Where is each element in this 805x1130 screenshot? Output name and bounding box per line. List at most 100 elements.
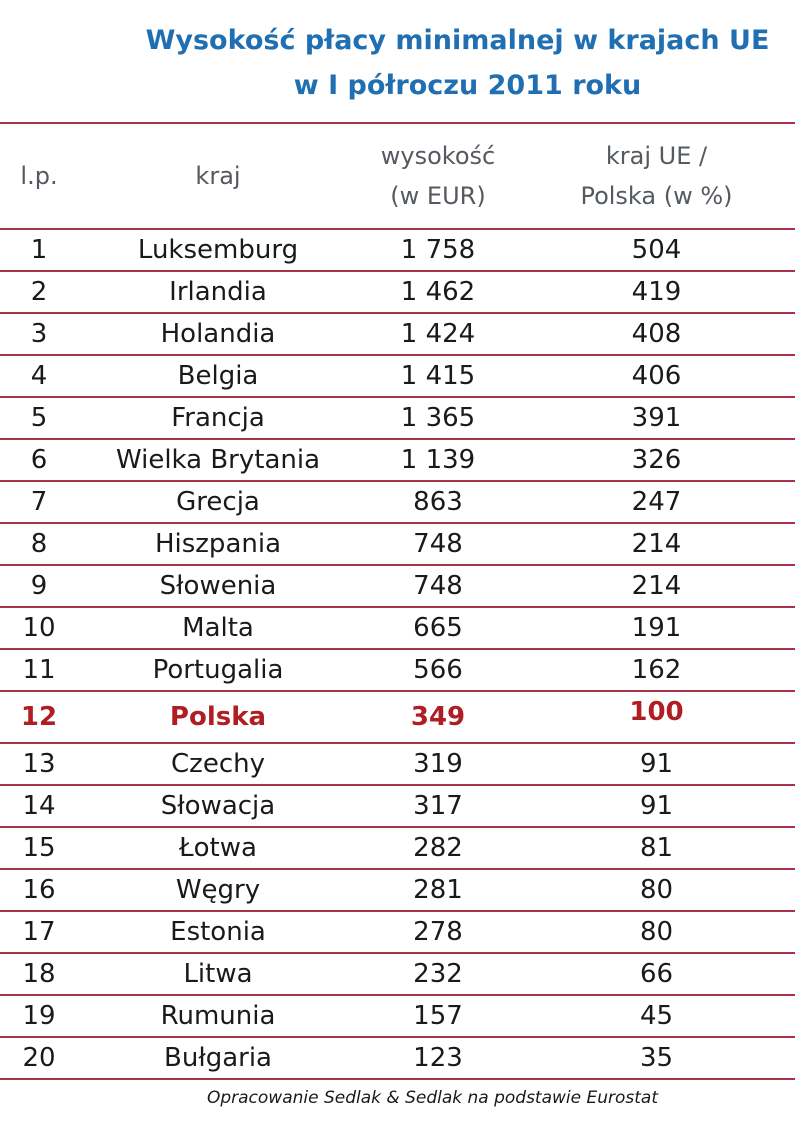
header-amount-line-2: (w EUR) <box>390 182 486 210</box>
cell-lp: 6 <box>0 438 78 481</box>
cell-lp: 9 <box>0 564 78 607</box>
header-country: kraj <box>78 122 358 229</box>
table-row: 6 Wielka Brytania 1 139 326 <box>0 438 795 481</box>
table-row: 11 Portugalia 566 162 <box>0 648 795 691</box>
cell-ratio: 35 <box>518 1036 795 1080</box>
cell-amount: 319 <box>358 742 518 785</box>
cell-amount: 278 <box>358 910 518 953</box>
table-row: 12 Polska 349 100 <box>0 690 795 743</box>
table-row: 16 Węgry 281 80 <box>0 868 795 911</box>
cell-amount: 317 <box>358 784 518 827</box>
cell-country: Wielka Brytania <box>78 438 358 481</box>
cell-lp: 8 <box>0 522 78 565</box>
cell-ratio: 391 <box>518 396 795 439</box>
cell-country: Czechy <box>78 742 358 785</box>
header-ratio-line-2: Polska (w %) <box>580 182 733 210</box>
title-line-1: Wysokość płacy minimalnej w krajach UE <box>145 25 770 56</box>
cell-country: Rumunia <box>78 994 358 1037</box>
cell-lp: 2 <box>0 270 78 313</box>
cell-amount: 1 462 <box>358 270 518 313</box>
cell-amount: 1 139 <box>358 438 518 481</box>
cell-ratio: 91 <box>518 742 795 785</box>
cell-lp: 1 <box>0 228 78 271</box>
table-row: 18 Litwa 232 66 <box>0 952 795 995</box>
cell-amount: 123 <box>358 1036 518 1080</box>
cell-country: Węgry <box>78 868 358 911</box>
cell-ratio: 419 <box>518 270 795 313</box>
cell-lp: 18 <box>0 952 78 995</box>
table-row: 7 Grecja 863 247 <box>0 480 795 523</box>
cell-country: Polska <box>78 690 358 743</box>
cell-ratio: 162 <box>518 648 795 691</box>
table-row: 17 Estonia 278 80 <box>0 910 795 953</box>
cell-country: Litwa <box>78 952 358 995</box>
header-ratio: kraj UE / Polska (w %) <box>518 122 795 229</box>
table-row: 3 Holandia 1 424 408 <box>0 312 795 355</box>
table-row: 19 Rumunia 157 45 <box>0 994 795 1037</box>
cell-ratio: 80 <box>518 910 795 953</box>
cell-lp: 4 <box>0 354 78 397</box>
cell-ratio: 504 <box>518 228 795 271</box>
cell-country: Francja <box>78 396 358 439</box>
cell-ratio: 408 <box>518 312 795 355</box>
cell-country: Belgia <box>78 354 358 397</box>
table-row: 15 Łotwa 282 81 <box>0 826 795 869</box>
cell-lp: 17 <box>0 910 78 953</box>
cell-lp: 19 <box>0 994 78 1037</box>
cell-ratio: 91 <box>518 784 795 827</box>
cell-ratio: 81 <box>518 826 795 869</box>
cell-country: Hiszpania <box>78 522 358 565</box>
cell-ratio: 406 <box>518 354 795 397</box>
cell-country: Grecja <box>78 480 358 523</box>
cell-lp: 15 <box>0 826 78 869</box>
table-row: 5 Francja 1 365 391 <box>0 396 795 439</box>
minimum-wage-table: l.p. kraj wysokość (w EUR) kraj UE / Pol… <box>0 122 795 1080</box>
cell-ratio: 100 <box>518 690 795 743</box>
cell-lp: 10 <box>0 606 78 649</box>
cell-amount: 157 <box>358 994 518 1037</box>
cell-country: Łotwa <box>78 826 358 869</box>
cell-ratio: 326 <box>518 438 795 481</box>
cell-lp: 3 <box>0 312 78 355</box>
cell-ratio: 191 <box>518 606 795 649</box>
cell-amount: 1 758 <box>358 228 518 271</box>
cell-country: Irlandia <box>78 270 358 313</box>
cell-amount: 1 415 <box>358 354 518 397</box>
cell-ratio: 214 <box>518 564 795 607</box>
cell-ratio: 45 <box>518 994 795 1037</box>
cell-amount: 1 365 <box>358 396 518 439</box>
cell-country: Słowenia <box>78 564 358 607</box>
table-row: 8 Hiszpania 748 214 <box>0 522 795 565</box>
header-ratio-line-1: kraj UE / <box>605 142 708 170</box>
cell-amount: 748 <box>358 522 518 565</box>
page-title: Wysokość płacy minimalnej w krajach UE w… <box>0 18 805 108</box>
cell-amount: 566 <box>358 648 518 691</box>
table-row: 2 Irlandia 1 462 419 <box>0 270 795 313</box>
cell-amount: 1 424 <box>358 312 518 355</box>
table-header-row: l.p. kraj wysokość (w EUR) kraj UE / Pol… <box>0 122 795 229</box>
header-amount-line-1: wysokość <box>380 142 496 170</box>
cell-country: Portugalia <box>78 648 358 691</box>
cell-lp: 14 <box>0 784 78 827</box>
cell-country: Luksemburg <box>78 228 358 271</box>
header-lp: l.p. <box>0 122 78 229</box>
table-row: 14 Słowacja 317 91 <box>0 784 795 827</box>
cell-ratio: 80 <box>518 868 795 911</box>
cell-amount: 281 <box>358 868 518 911</box>
header-amount: wysokość (w EUR) <box>358 122 518 229</box>
table-row: 20 Bułgaria 123 35 <box>0 1036 795 1080</box>
title-line-2: w I półroczu 2011 roku <box>293 70 642 101</box>
cell-lp: 20 <box>0 1036 78 1080</box>
cell-amount: 282 <box>358 826 518 869</box>
cell-lp: 12 <box>0 690 78 743</box>
cell-country: Malta <box>78 606 358 649</box>
cell-lp: 7 <box>0 480 78 523</box>
cell-amount: 232 <box>358 952 518 995</box>
table-row: 9 Słowenia 748 214 <box>0 564 795 607</box>
cell-ratio: 247 <box>518 480 795 523</box>
cell-amount: 863 <box>358 480 518 523</box>
cell-country: Estonia <box>78 910 358 953</box>
table-row: 13 Czechy 319 91 <box>0 742 795 785</box>
cell-country: Bułgaria <box>78 1036 358 1080</box>
table-row: 1 Luksemburg 1 758 504 <box>0 228 795 271</box>
